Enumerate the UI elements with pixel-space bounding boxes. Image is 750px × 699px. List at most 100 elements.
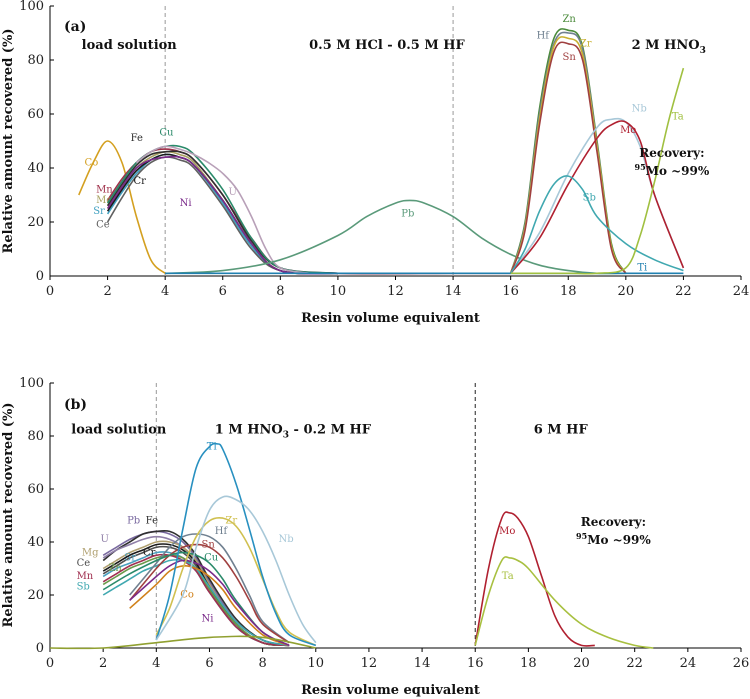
series-label-ta: Ta: [502, 571, 514, 582]
y-axis-title: Relative amount recovered (%): [1, 403, 16, 628]
region-label: 2 M HNO3: [632, 38, 706, 56]
series-line-ni: [129, 559, 290, 647]
region-label-main: 0.5 M HCl - 0.5 M HF: [309, 38, 465, 53]
series-label-fe: Fe: [131, 133, 143, 144]
recovery-value: 95Mo ~99%: [635, 162, 710, 178]
x-tick-label: 2: [99, 656, 107, 671]
series-label-mo: Mo: [499, 526, 515, 537]
x-tick-label: 18: [560, 284, 577, 299]
series-label-sn: Sn: [562, 52, 576, 63]
series-label-hf: Hf: [215, 526, 229, 537]
recovery-title: Recovery:: [581, 515, 646, 529]
region-label-main: load solution: [82, 38, 178, 53]
x-tick-label: 20: [618, 284, 635, 299]
recovery-isotope: 95: [635, 162, 646, 172]
recovery-text: Mo ~99%: [646, 164, 710, 178]
series-label-mg: Mg: [82, 547, 99, 558]
y-tick-label: 60: [27, 107, 44, 122]
y-tick-label: 20: [27, 588, 44, 603]
recovery-value: 95Mo ~99%: [576, 531, 651, 547]
series-label-cu: Cu: [159, 128, 174, 139]
x-tick-label: 24: [680, 656, 697, 671]
recovery-isotope: 95: [576, 531, 587, 541]
series-label-sr: Sr: [93, 206, 105, 217]
y-tick-label: 0: [36, 641, 44, 656]
series-line-ta: [474, 556, 654, 649]
panel-label: (b): [64, 397, 87, 413]
y-tick-label: 100: [19, 0, 44, 14]
series-line-mn: [102, 553, 290, 647]
series-label-pb: Pb: [401, 209, 414, 220]
x-tick-label: 16: [502, 284, 519, 299]
region-label: 1 M HNO3 - 0.2 M HF: [215, 422, 372, 440]
x-tick-label: 22: [626, 656, 643, 671]
series-label-co: Co: [85, 157, 99, 168]
x-tick-label: 6: [205, 656, 213, 671]
region-label: 0.5 M HCl - 0.5 M HF: [309, 38, 465, 53]
region-label-subscript: 3: [700, 46, 706, 56]
x-tick-label: 12: [361, 656, 378, 671]
x-tick-label: 20: [573, 656, 590, 671]
series-label-nb: Nb: [632, 103, 647, 114]
series-label-ce: Ce: [77, 558, 91, 569]
x-tick-label: 4: [152, 656, 160, 671]
y-tick-label: 60: [27, 482, 44, 497]
y-tick-label: 80: [27, 53, 44, 68]
recovery-title: Recovery:: [639, 146, 704, 160]
series-line-pb: [165, 199, 626, 275]
y-tick-label: 40: [27, 161, 44, 176]
series-label-sr: Sr: [124, 553, 136, 564]
series-label-cr: Cr: [133, 176, 146, 187]
series-label-sn: Sn: [201, 539, 215, 550]
series-label-u: U: [100, 534, 108, 545]
region-label-tail: - 0.2 M HF: [289, 422, 372, 437]
x-tick-label: 8: [276, 284, 284, 299]
series-label-co: Co: [180, 590, 194, 601]
x-tick-label: 16: [467, 656, 484, 671]
series-line-mo: [474, 511, 595, 647]
x-tick-label: 0: [46, 284, 54, 299]
series-line-fe: [106, 150, 338, 275]
y-tick-label: 0: [36, 269, 44, 284]
x-tick-label: 6: [219, 284, 227, 299]
x-tick-label: 0: [46, 656, 54, 671]
region-label-main: load solution: [71, 422, 167, 437]
x-tick-label: 18: [520, 656, 537, 671]
region-label-main: 2 M HNO: [632, 38, 700, 53]
series-line-cu: [102, 551, 290, 647]
x-tick-label: 12: [387, 284, 404, 299]
series-label-ce: Ce: [96, 219, 110, 230]
x-tick-label: 26: [733, 656, 750, 671]
series-line-u: [135, 145, 310, 275]
x-tick-label: 22: [675, 284, 692, 299]
series-label-sb: Sb: [583, 192, 596, 203]
series-line-ti: [155, 442, 317, 647]
series-label-u: U: [229, 187, 237, 198]
y-tick-label: 80: [27, 429, 44, 444]
series-label-nb: Nb: [279, 534, 294, 545]
series-line-co: [78, 140, 166, 274]
series-label-zn: Zn: [562, 14, 576, 25]
series-label-fe: Fe: [146, 515, 158, 526]
series-line-ta: [510, 67, 685, 275]
series-label-pb: Pb: [127, 515, 140, 526]
x-tick-label: 10: [307, 656, 324, 671]
series-line-nb: [155, 495, 317, 644]
region-label: load solution: [71, 422, 167, 437]
region-label-main: 1 M HNO: [215, 422, 283, 437]
series-line-zr: [155, 516, 317, 647]
series-label-ti: Ti: [637, 263, 647, 274]
series-line-sn: [129, 543, 290, 644]
x-tick-label: 4: [161, 284, 169, 299]
x-tick-label: 14: [445, 284, 462, 299]
series-label-ni: Ni: [180, 198, 192, 209]
series-label-zr: Zr: [225, 515, 237, 526]
series-line-cu: [106, 144, 338, 275]
series-label-mg: Mg: [96, 195, 113, 206]
series-label-ti: Ti: [207, 441, 217, 452]
series-line-sn: [509, 41, 627, 274]
y-tick-label: 100: [19, 376, 44, 391]
y-axis-title: Relative amount recovered (%): [1, 29, 16, 254]
series-label-hf: Hf: [537, 30, 551, 41]
